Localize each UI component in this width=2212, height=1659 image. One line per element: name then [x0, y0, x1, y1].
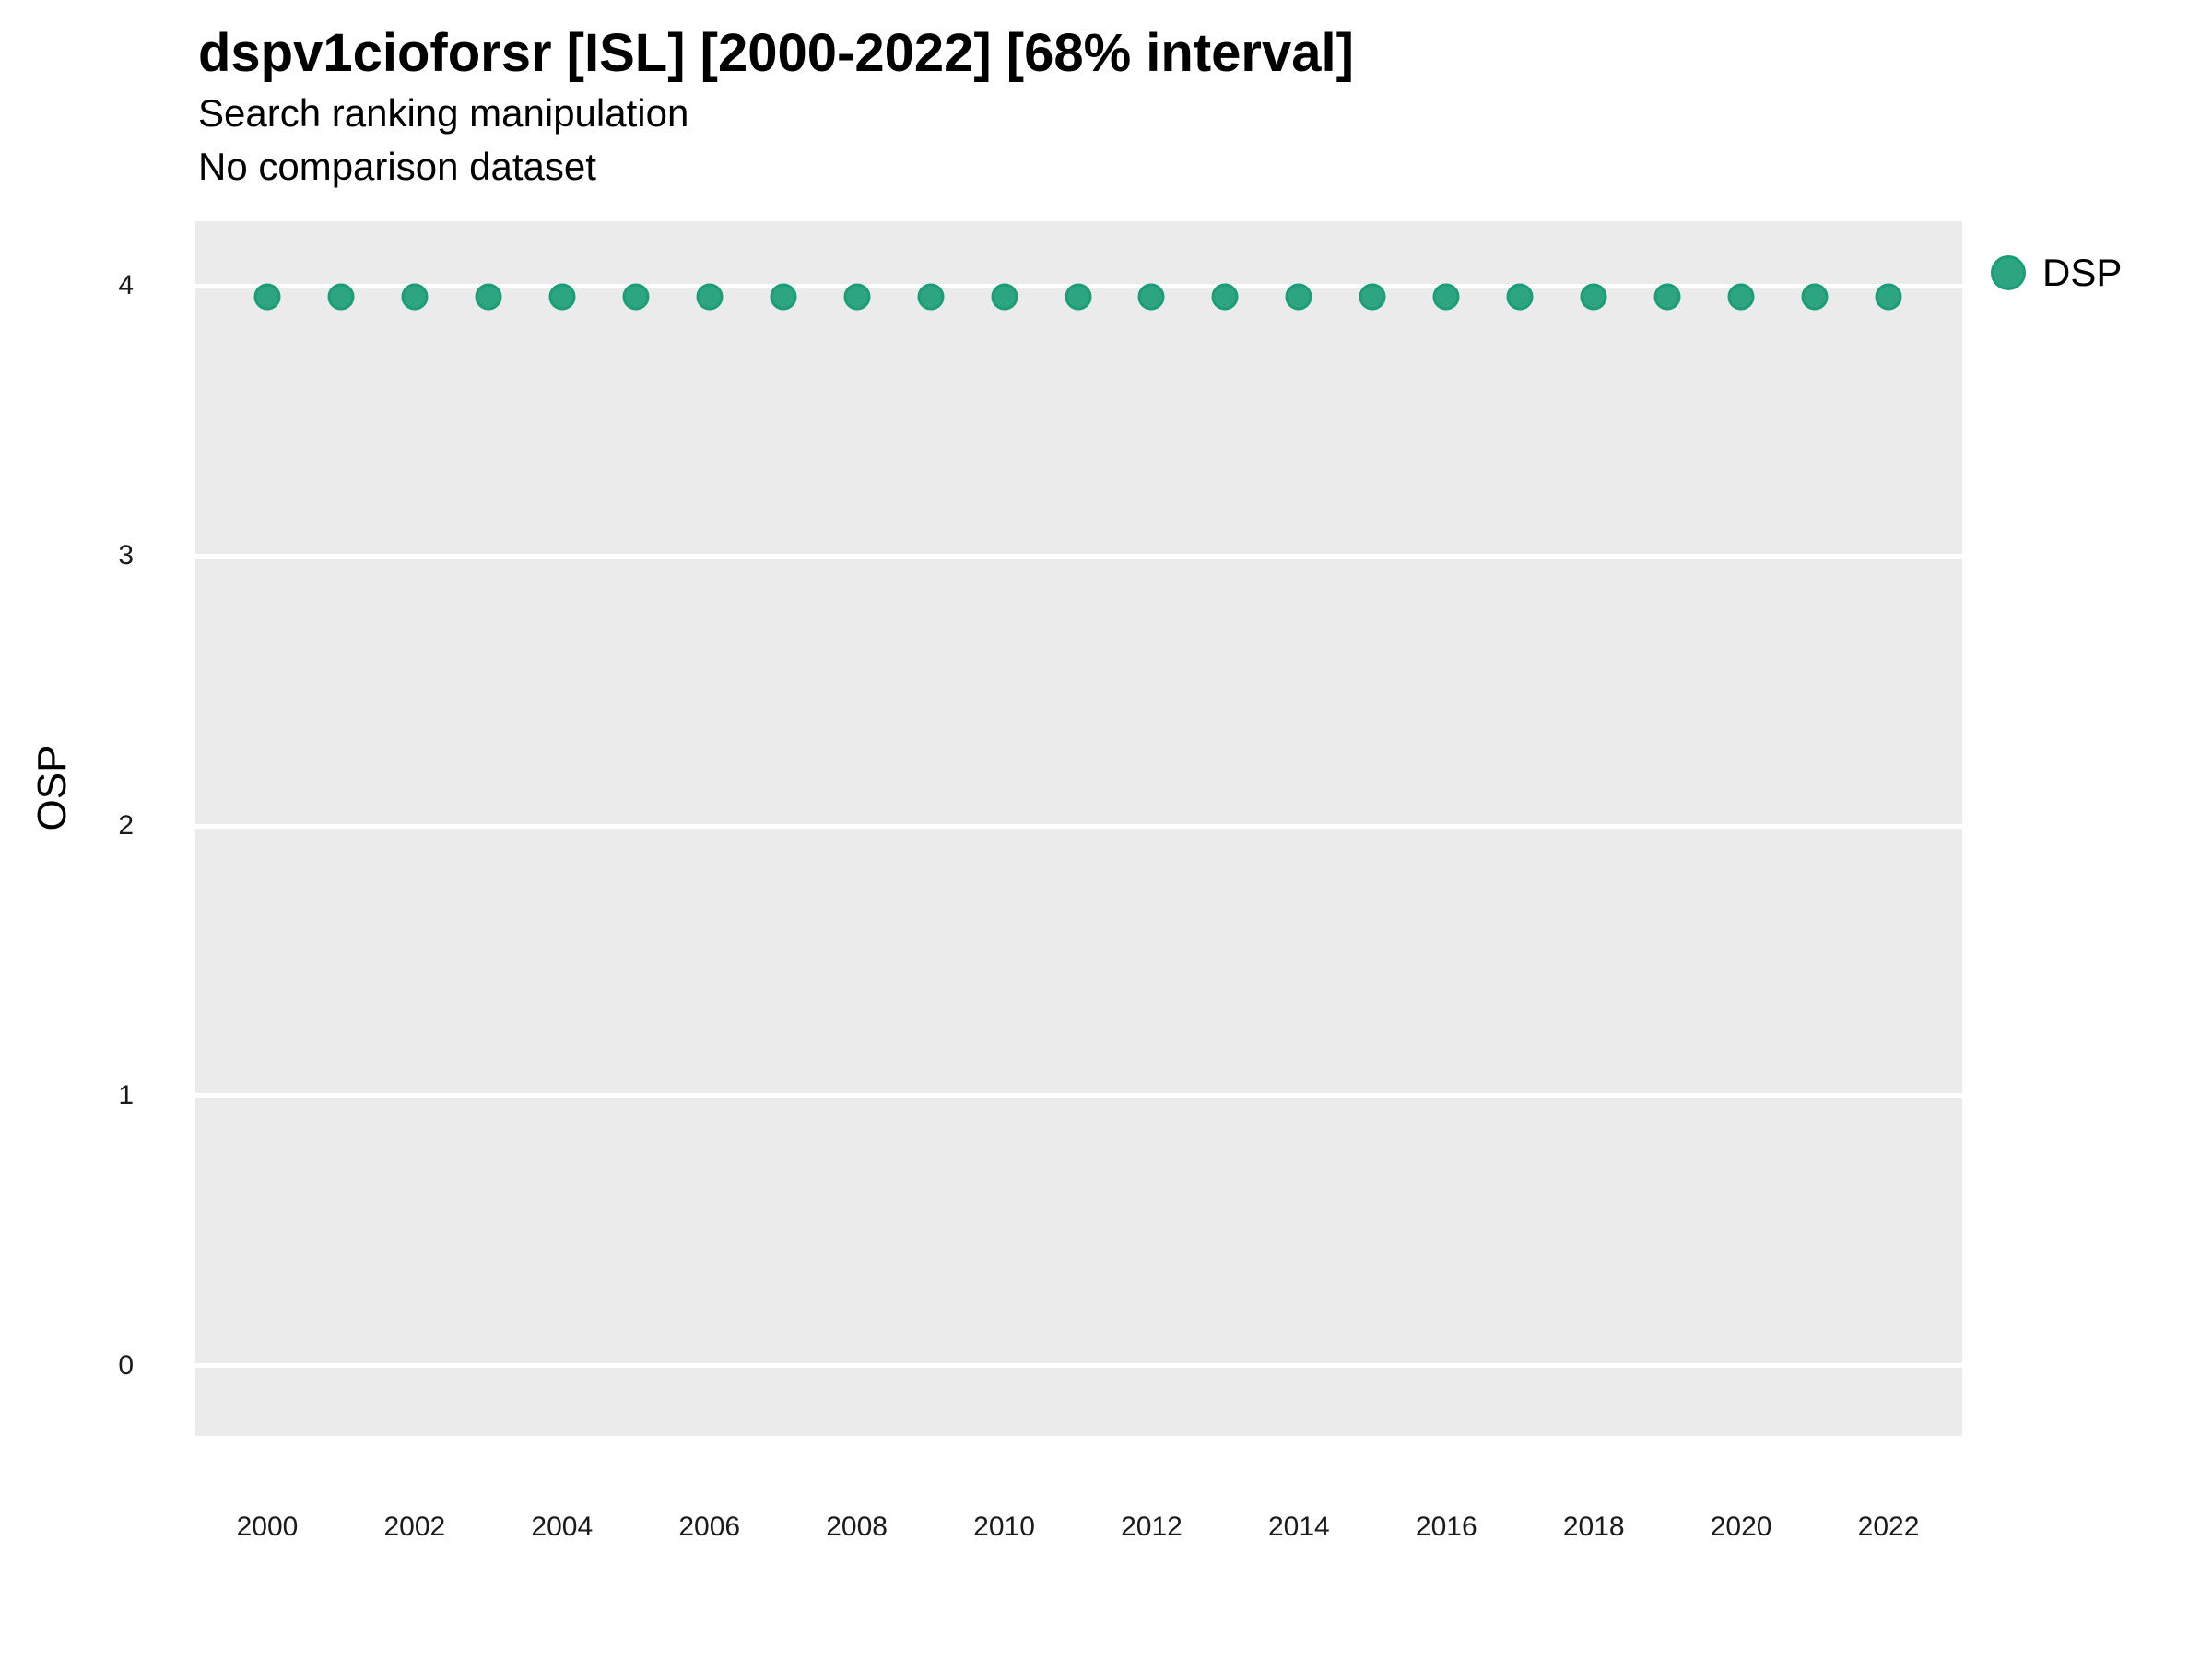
data-point-DSP-2011 [1065, 283, 1091, 311]
legend-key-dot-icon [1991, 255, 2026, 290]
chart-subtitle-line1: Search ranking manipulation [198, 91, 689, 135]
data-point-DSP-2018 [1580, 283, 1607, 311]
y-axis-title: OSP [29, 745, 75, 831]
data-point-DSP-2021 [1801, 283, 1829, 311]
gridline-y-3 [195, 553, 1962, 559]
data-point-DSP-2020 [1727, 283, 1755, 311]
data-point-DSP-2000 [253, 283, 281, 311]
chart-header: dspv1cioforsr [ISL] [2000-2022] [68% int… [198, 20, 1354, 194]
y-tick-label-2: 2 [118, 810, 134, 841]
x-tick-label-2008: 2008 [826, 1512, 888, 1542]
x-tick-label-2004: 2004 [531, 1512, 594, 1542]
gridline-y-2 [195, 823, 1962, 829]
y-tick-label-1: 1 [118, 1079, 134, 1111]
chart-title: dspv1cioforsr [ISL] [2000-2022] [68% int… [198, 23, 1354, 83]
x-tick-label-2006: 2006 [678, 1512, 741, 1542]
legend: DSP [1991, 251, 2122, 295]
data-point-DSP-2007 [770, 283, 797, 311]
gridline-y-0 [195, 1363, 1962, 1369]
y-tick-label-0: 0 [118, 1349, 134, 1381]
x-tick-label-2012: 2012 [1121, 1512, 1182, 1542]
data-point-DSP-2001 [327, 283, 355, 311]
data-point-DSP-2008 [843, 283, 871, 311]
data-point-DSP-2005 [622, 283, 650, 311]
data-point-DSP-2009 [917, 283, 945, 311]
plot-panel [195, 221, 1962, 1436]
chart-subtitle-line2: No comparison dataset [198, 145, 596, 188]
data-point-DSP-2016 [1432, 283, 1460, 311]
data-point-DSP-2017 [1506, 283, 1534, 311]
data-point-DSP-2013 [1211, 283, 1239, 311]
gridline-y-1 [195, 1093, 1962, 1099]
y-tick-label-3: 3 [118, 540, 134, 571]
x-tick-label-2002: 2002 [383, 1512, 446, 1542]
x-tick-label-2016: 2016 [1415, 1512, 1477, 1542]
data-point-DSP-2019 [1653, 283, 1681, 311]
x-tick-label-2018: 2018 [1562, 1512, 1625, 1542]
x-tick-label-2022: 2022 [1857, 1512, 1920, 1542]
data-point-DSP-2006 [696, 283, 724, 311]
data-point-DSP-2002 [401, 283, 429, 311]
x-tick-label-2020: 2020 [1710, 1512, 1772, 1542]
data-point-DSP-2022 [1875, 283, 1902, 311]
legend-label: DSP [2042, 251, 2123, 294]
data-point-DSP-2003 [475, 283, 502, 311]
data-point-DSP-2014 [1285, 283, 1312, 311]
data-point-DSP-2010 [991, 283, 1018, 311]
x-tick-label-2010: 2010 [973, 1512, 1035, 1542]
data-point-DSP-2012 [1137, 283, 1165, 311]
y-tick-label-4: 4 [118, 270, 134, 301]
x-tick-label-2000: 2000 [236, 1512, 299, 1542]
x-tick-label-2014: 2014 [1268, 1512, 1330, 1542]
data-point-DSP-2015 [1359, 283, 1386, 311]
data-point-DSP-2004 [548, 283, 576, 311]
